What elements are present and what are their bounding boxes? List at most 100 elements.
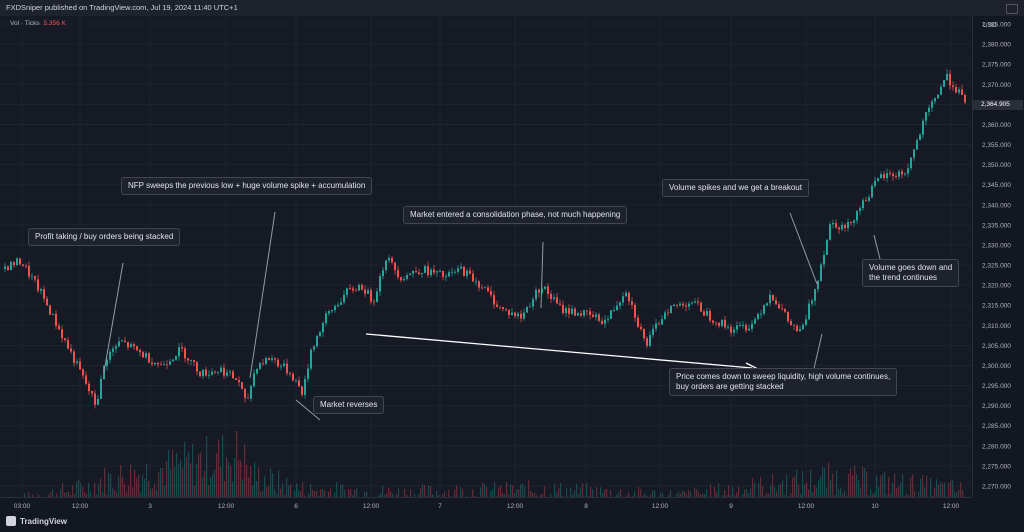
volume-bar <box>76 481 78 508</box>
volume-bar <box>52 489 54 508</box>
volume-bar <box>894 473 896 508</box>
volume-bar <box>194 485 196 508</box>
volume-bar <box>566 488 568 508</box>
candle <box>262 358 264 366</box>
candle <box>964 93 966 105</box>
annotation-sweep-liquidity[interactable]: Price comes down to sweep liquidity, hig… <box>669 368 898 396</box>
volume-bar <box>802 470 804 508</box>
candle <box>889 169 891 177</box>
candle <box>658 321 660 325</box>
candle <box>508 309 510 320</box>
candle <box>697 297 699 306</box>
volume-indicator-label: Vol · Ticks 5.356 K <box>10 20 66 27</box>
volume-bar <box>856 473 858 508</box>
candle <box>832 219 834 229</box>
candle <box>415 266 417 273</box>
candle <box>178 342 180 362</box>
candle <box>505 307 507 312</box>
candle <box>370 287 372 305</box>
candle <box>568 303 570 319</box>
candle <box>595 311 597 321</box>
time-tick-label: 12:00 <box>943 503 960 510</box>
candle <box>628 291 630 306</box>
annotation-market-reverses[interactable]: Market reverses <box>313 396 385 414</box>
time-axis[interactable]: 03:00 12:00 3 12:00 6 12:00 7 12:00 8 12:00 9 12:00… <box>0 497 972 514</box>
candle <box>421 272 423 278</box>
volume-bar <box>132 487 134 508</box>
candle <box>934 97 936 104</box>
price-chart[interactable] <box>0 16 972 508</box>
annotation-nfp[interactable]: NFP sweeps the previous low + huge volum… <box>121 177 373 195</box>
volume-bar <box>498 487 500 508</box>
candle <box>70 344 72 354</box>
volume-bar <box>212 474 214 508</box>
window-icon[interactable] <box>1006 4 1018 14</box>
volume-bar <box>600 487 602 508</box>
trend-arrow[interactable] <box>365 333 753 369</box>
volume-bar <box>218 439 220 508</box>
volume-bar <box>806 482 808 508</box>
volume-bar <box>232 481 234 508</box>
volume-bar <box>828 461 830 508</box>
candle <box>139 348 141 357</box>
candle <box>736 321 738 334</box>
volume-bar <box>728 485 730 508</box>
volume-bar <box>652 490 654 508</box>
time-tick-label: 03:00 <box>14 503 31 510</box>
chart-plot-area[interactable] <box>0 16 972 508</box>
volume-bar <box>290 484 292 508</box>
volume-bar <box>852 475 854 508</box>
candle <box>172 358 174 362</box>
volume-bar <box>838 489 840 508</box>
tradingview-logo[interactable]: TradingView <box>6 516 67 526</box>
volume-bar <box>156 490 158 508</box>
candle <box>280 363 282 371</box>
candle <box>745 323 747 334</box>
volume-bar <box>962 490 964 508</box>
candle <box>256 368 258 376</box>
volume-bar <box>484 483 486 508</box>
candle <box>343 290 345 305</box>
volume-bar <box>356 488 358 508</box>
volume-bar <box>792 477 794 508</box>
candle <box>313 344 315 353</box>
volume-bar <box>830 479 832 508</box>
candle <box>790 318 792 326</box>
volume-bar <box>770 485 772 508</box>
candle <box>175 355 177 362</box>
candle <box>10 260 12 271</box>
volume-bar <box>864 467 866 508</box>
annotation-consolidation[interactable]: Market entered a consolidation phase, no… <box>403 206 628 224</box>
candle <box>400 276 402 283</box>
candle <box>382 267 384 280</box>
candle <box>718 322 720 329</box>
candle <box>691 300 693 305</box>
price-axis[interactable]: USD 2,385.000 2,380.000 2,375.000 2,370.000 2… <box>972 16 1024 497</box>
candle <box>331 309 333 314</box>
annotation-volume-down[interactable]: Volume goes down and the trend continues <box>862 259 960 287</box>
candle <box>394 262 396 275</box>
candle <box>445 273 447 282</box>
volume-bar <box>944 482 946 508</box>
candle <box>739 321 741 327</box>
volume-bar <box>710 484 712 508</box>
candle <box>877 177 879 182</box>
candle <box>94 390 96 409</box>
candle <box>397 266 399 280</box>
annotation-breakout[interactable]: Volume spikes and we get a breakout <box>662 179 809 197</box>
candle <box>223 363 225 380</box>
annotation-profit-taking[interactable]: Profit taking / buy orders being stacked <box>28 228 181 246</box>
volume-bar <box>752 478 754 508</box>
candle <box>334 304 336 313</box>
volume-bar <box>606 488 608 508</box>
volume-bar <box>164 485 166 508</box>
candle <box>208 370 210 379</box>
volume-bar <box>604 489 606 508</box>
candle <box>100 375 102 400</box>
candle <box>154 362 156 366</box>
candle <box>187 358 189 365</box>
volume-bar <box>884 471 886 508</box>
candle <box>601 317 603 325</box>
volume-bar <box>798 484 800 508</box>
volume-bar <box>220 466 222 508</box>
